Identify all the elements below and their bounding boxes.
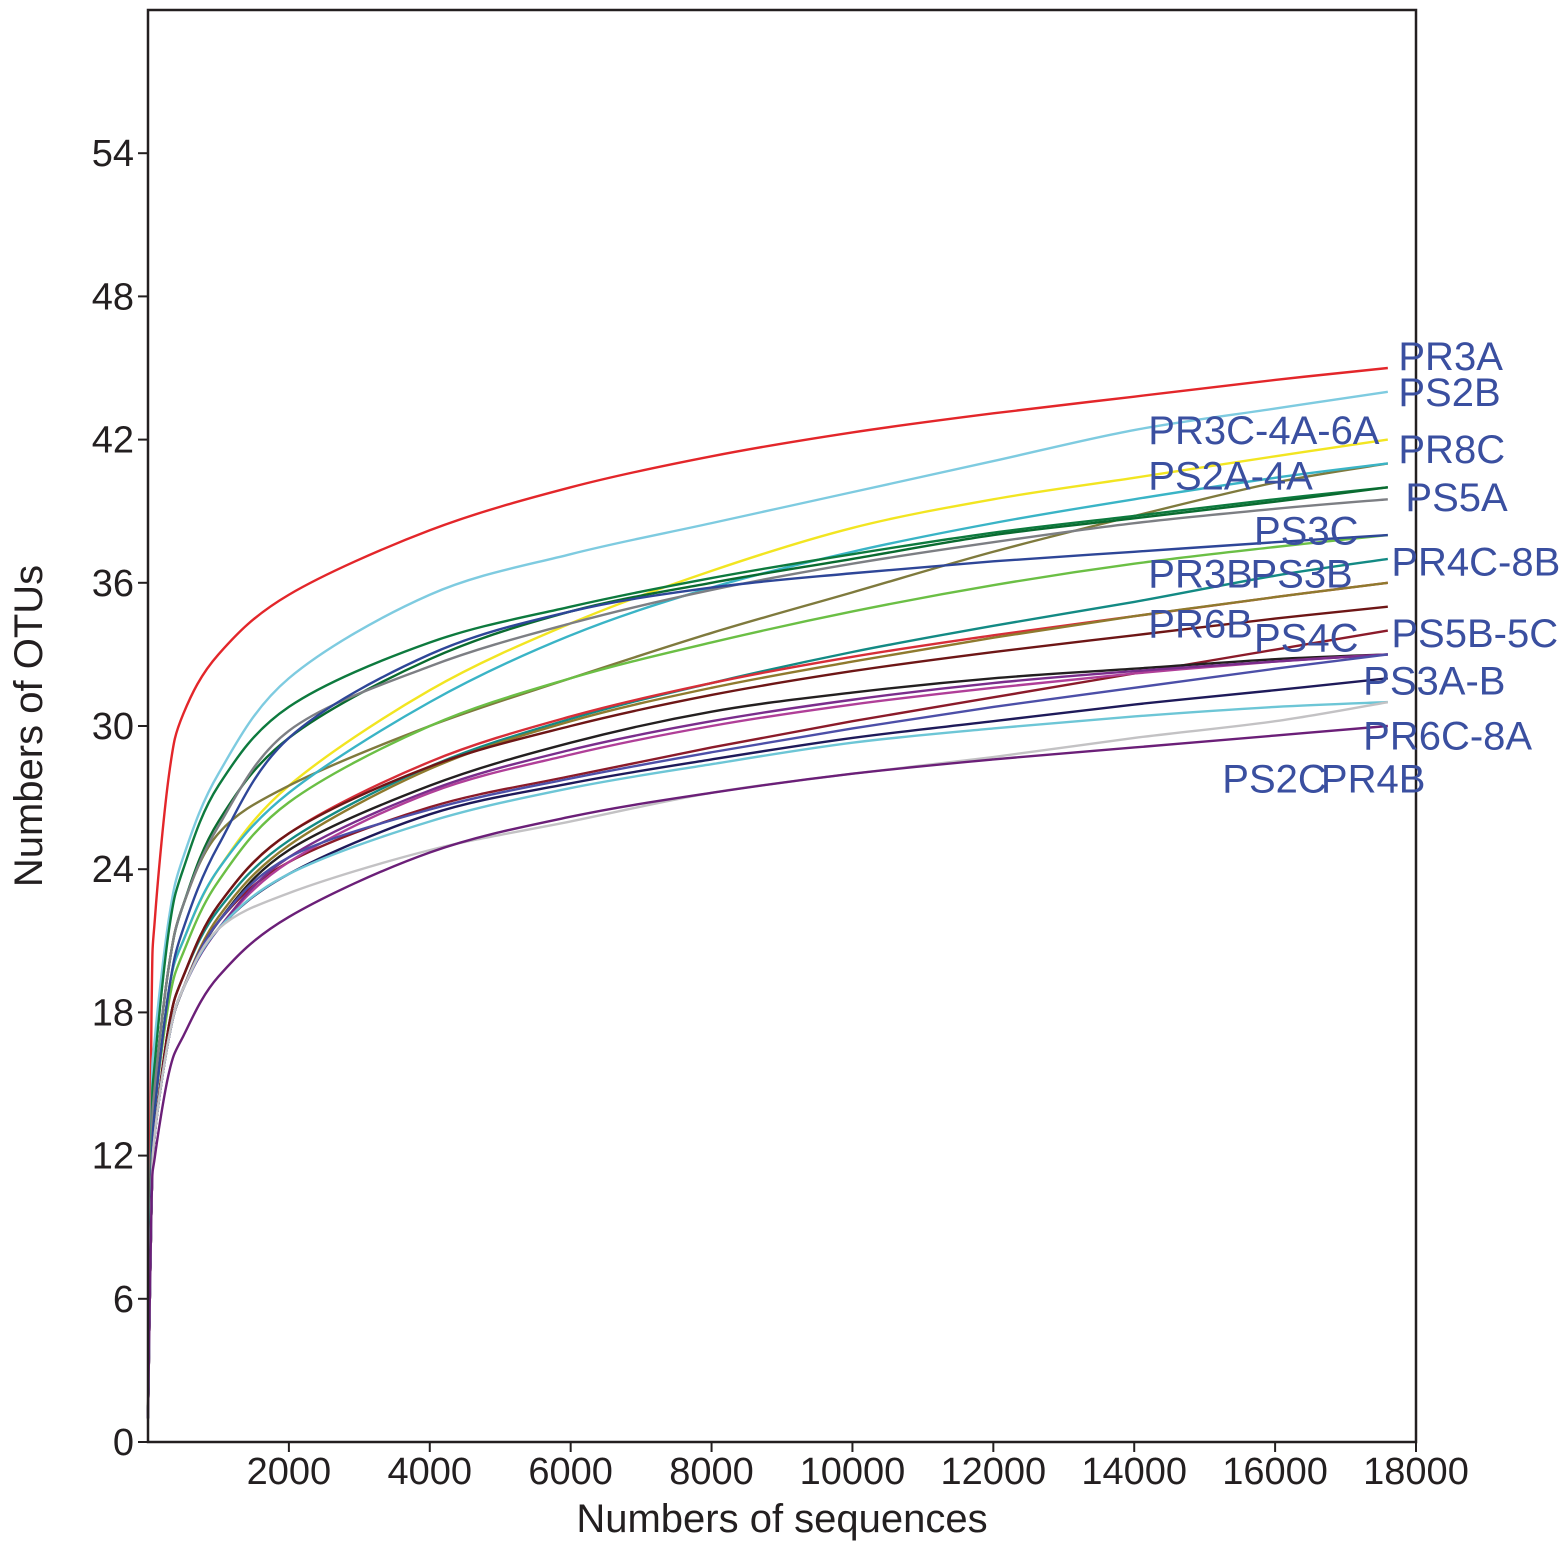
y-tick-label: 18 xyxy=(92,992,134,1034)
x-tick-label: 8000 xyxy=(669,1451,754,1493)
series-label: PR6C-8A xyxy=(1363,715,1532,759)
series-label: PS2B xyxy=(1398,371,1500,415)
series-line-20 xyxy=(146,677,1388,1419)
series-layer xyxy=(146,366,1389,1419)
y-tick-label: 30 xyxy=(92,706,134,748)
y-tick-label: 36 xyxy=(92,563,134,605)
series-line-6 xyxy=(146,486,1388,1419)
series-label: PR3C-4A-6A xyxy=(1148,409,1380,453)
x-tick-label: 14000 xyxy=(1081,1451,1187,1493)
series-label: PR4C-8B xyxy=(1391,540,1560,584)
series-label: PR4B xyxy=(1321,758,1426,802)
series-line-11 xyxy=(146,557,1388,1419)
series-label: PS3C xyxy=(1254,509,1359,553)
series-label: PR6B xyxy=(1148,602,1253,646)
series-line-2 xyxy=(146,390,1388,1419)
x-tick-label: 10000 xyxy=(800,1451,906,1493)
y-tick-label: 6 xyxy=(113,1279,134,1321)
series-label: PR3B xyxy=(1148,552,1253,596)
series-line-16 xyxy=(146,653,1388,1419)
x-axis-title: Numbers of sequences xyxy=(576,1497,987,1541)
plot-frame xyxy=(146,8,1418,1444)
series-label: PR8C xyxy=(1398,428,1505,472)
series-label: PS3B xyxy=(1250,552,1352,596)
series-line-17 xyxy=(146,653,1388,1419)
series-line-15 xyxy=(146,629,1389,1419)
x-tick-label: 6000 xyxy=(528,1451,613,1493)
x-tick-label: 12000 xyxy=(940,1451,1046,1493)
series-label: PS3A-B xyxy=(1363,660,1505,704)
series-line-19 xyxy=(146,653,1388,1419)
y-axis-title: Numbers of OTUs xyxy=(7,565,51,887)
y-tick-label: 12 xyxy=(92,1136,134,1178)
y-tick-label: 0 xyxy=(113,1422,134,1464)
series-line-21 xyxy=(146,700,1388,1419)
x-tick-label: 4000 xyxy=(388,1451,473,1493)
series-line-8 xyxy=(146,498,1388,1419)
series-line-14 xyxy=(146,605,1388,1419)
y-tick-label: 54 xyxy=(92,133,134,175)
series-line-10 xyxy=(146,533,1388,1419)
x-tick-label: 16000 xyxy=(1222,1451,1328,1493)
ticks-layer: 0 6 12 18 24 30 36 42 48 54 2000 4000 6000 8000 10000 1… xyxy=(92,133,1469,1493)
series-line-22 xyxy=(146,700,1389,1419)
series-label: PS2A-4A xyxy=(1148,454,1313,498)
y-tick-label: 24 xyxy=(92,849,134,891)
series-label: PS5A xyxy=(1405,476,1508,520)
series-label: PS4C xyxy=(1254,617,1359,661)
y-tick-label: 48 xyxy=(92,276,134,318)
x-tick-label: 2000 xyxy=(247,1451,332,1493)
series-label: PS2C xyxy=(1222,758,1327,802)
series-line-18 xyxy=(146,653,1388,1419)
series-label: PR3A xyxy=(1398,335,1503,379)
y-tick-label: 42 xyxy=(92,420,134,462)
series-label: PS5B-5C xyxy=(1391,612,1558,656)
x-tick-label: 18000 xyxy=(1363,1451,1469,1493)
series-line-1 xyxy=(146,366,1388,1419)
series-line-23 xyxy=(146,724,1388,1419)
